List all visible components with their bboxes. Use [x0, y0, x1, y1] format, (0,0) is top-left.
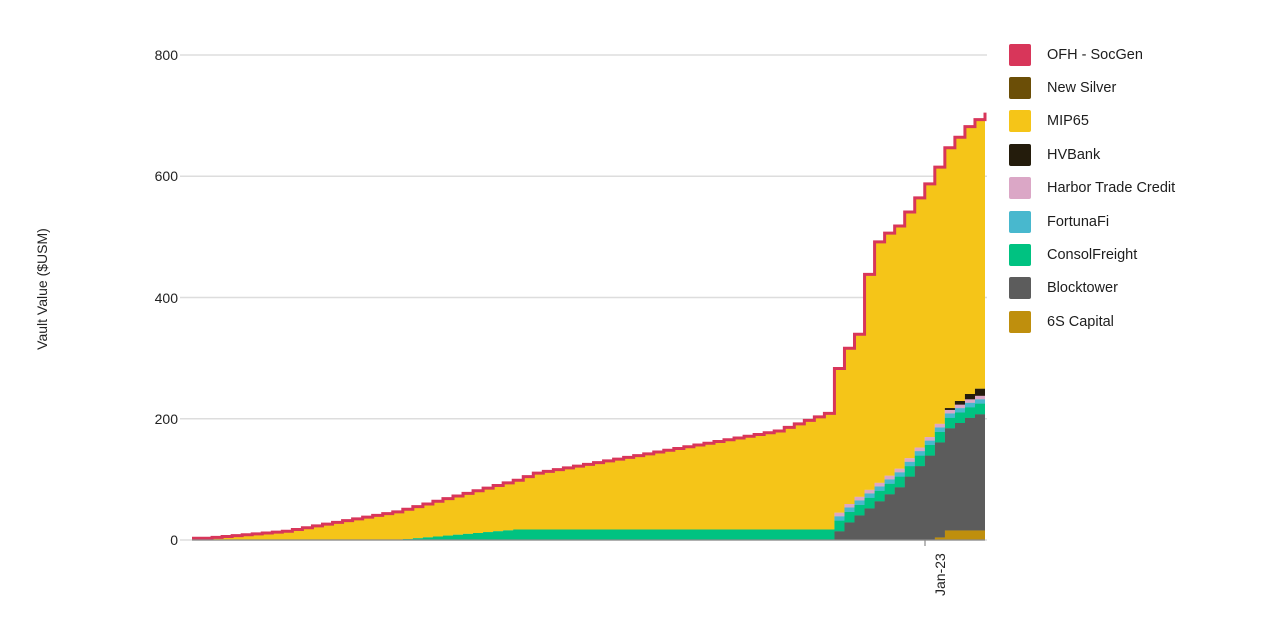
legend-label: MIP65	[1047, 113, 1089, 130]
legend-item[interactable]: HVBank	[1009, 138, 1271, 171]
area-band	[192, 410, 985, 540]
legend-item[interactable]: MIP65	[1009, 105, 1271, 138]
legend-item[interactable]: New Silver	[1009, 71, 1271, 104]
y-tick-label: 200	[154, 410, 178, 427]
legend-swatch-icon	[1009, 310, 1031, 333]
legend-swatch-icon	[1009, 43, 1031, 66]
area-band-mip65	[192, 112, 985, 540]
legend-label: 6S Capital	[1047, 313, 1114, 330]
legend-label: HVBank	[1047, 146, 1101, 163]
legend-label: Blocktower	[1047, 280, 1118, 297]
chart-legend: OFH - SocGen New Silver MIP65 HVBank Harbor …	[1009, 38, 1271, 339]
y-axis-tick-labels: 0 200 400 600 800	[100, 0, 178, 629]
legend-label: OFH - SocGen	[1047, 46, 1143, 63]
legend-swatch-icon	[1009, 143, 1031, 166]
legend-label: New Silver	[1047, 80, 1117, 97]
y-tick-label: 600	[154, 168, 178, 185]
legend-swatch-icon	[1009, 210, 1031, 233]
legend-item[interactable]: OFH - SocGen	[1009, 38, 1271, 71]
legend-item[interactable]: Blocktower	[1009, 272, 1271, 305]
series-outline-ofh-socgen	[192, 112, 987, 540]
legend-label: FortunaFi	[1047, 213, 1110, 230]
legend-label: Harbor Trade Credit	[1047, 180, 1176, 197]
legend-swatch-icon	[1009, 77, 1031, 100]
y-tick-label: 400	[154, 289, 178, 306]
legend-item[interactable]: FortunaFi	[1009, 205, 1271, 238]
legend-swatch-icon	[1009, 244, 1031, 267]
legend-swatch-icon	[1009, 177, 1031, 200]
legend-label: ConsolFreight	[1047, 247, 1138, 264]
stacked-areas-overlay	[192, 383, 985, 540]
legend-item[interactable]: 6S Capital	[1009, 305, 1271, 338]
x-tick-label: Jan-23	[932, 553, 948, 596]
legend-swatch-icon	[1009, 277, 1031, 300]
legend-swatch-icon	[1009, 110, 1031, 133]
y-tick-label: 800	[154, 47, 178, 63]
legend-item[interactable]: Harbor Trade Credit	[1009, 172, 1271, 205]
y-tick-label: 0	[170, 532, 178, 548]
legend-item[interactable]: ConsolFreight	[1009, 238, 1271, 271]
y-axis-title: Vault Value ($USM)	[34, 228, 50, 350]
